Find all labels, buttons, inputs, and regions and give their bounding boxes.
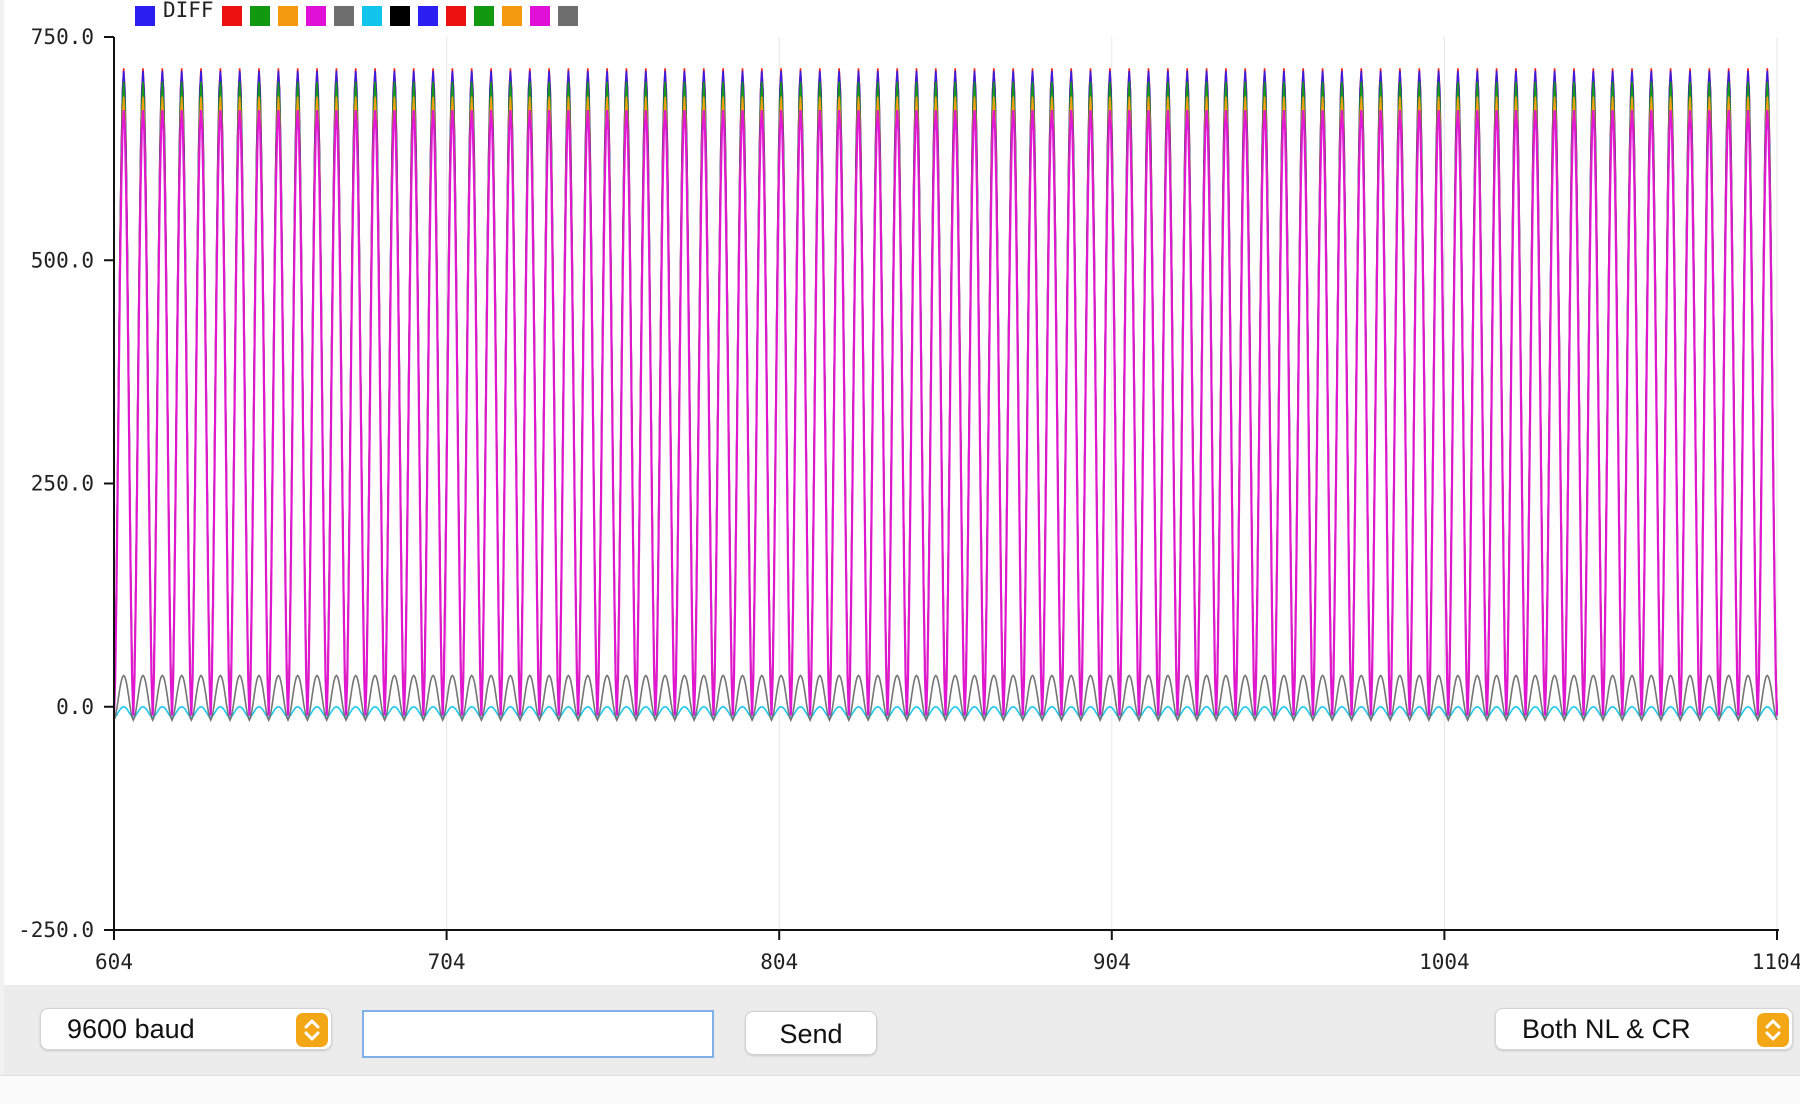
legend-swatch [135,6,155,26]
legend-swatch [530,6,550,26]
legend-swatch [418,6,438,26]
send-button[interactable]: Send [745,1011,877,1055]
baud-rate-select[interactable]: 9600 baud [40,1008,332,1050]
legend-swatch [306,6,326,26]
x-tick-label: 704 [428,950,466,974]
legend-swatch [250,6,270,26]
legend-swatch [362,6,382,26]
series-line-6 [113,674,1778,723]
baud-rate-value: 9600 baud [67,1014,195,1044]
legend-label: DIFF [163,0,214,22]
x-tick-label: 804 [760,950,798,974]
plot-area: 750.0 500.0 250.0 0.0 -250.0 604 704 804 904 1004… [4,0,1800,985]
y-tick-label: 500.0 [31,248,94,272]
legend-swatch [502,6,522,26]
x-tick-label: 1104 [1752,950,1800,974]
legend-swatch [474,6,494,26]
legend-swatch [334,6,354,26]
status-strip [0,1075,1800,1104]
legend-swatch [222,6,242,26]
line-ending-value: Both NL & CR [1522,1014,1691,1044]
legend-swatch [558,6,578,26]
series-line-5 [113,705,1778,719]
x-tick-label: 904 [1093,950,1131,974]
y-tick-label: 0.0 [56,695,94,719]
legend-swatch [446,6,466,26]
y-tick-label: -250.0 [18,918,94,942]
line-ending-select[interactable]: Both NL & CR [1495,1008,1793,1050]
serial-message-input[interactable] [362,1010,714,1058]
legend-swatch [278,6,298,26]
up-down-chevron-icon [1757,1013,1789,1047]
series-line-4 [112,110,1779,716]
x-tick-label: 604 [95,950,133,974]
legend-swatch [390,6,410,26]
y-tick-label: 250.0 [31,472,94,496]
y-tick-label: 750.0 [31,25,94,49]
x-tick-label: 1004 [1419,950,1470,974]
up-down-chevron-icon [296,1013,328,1047]
